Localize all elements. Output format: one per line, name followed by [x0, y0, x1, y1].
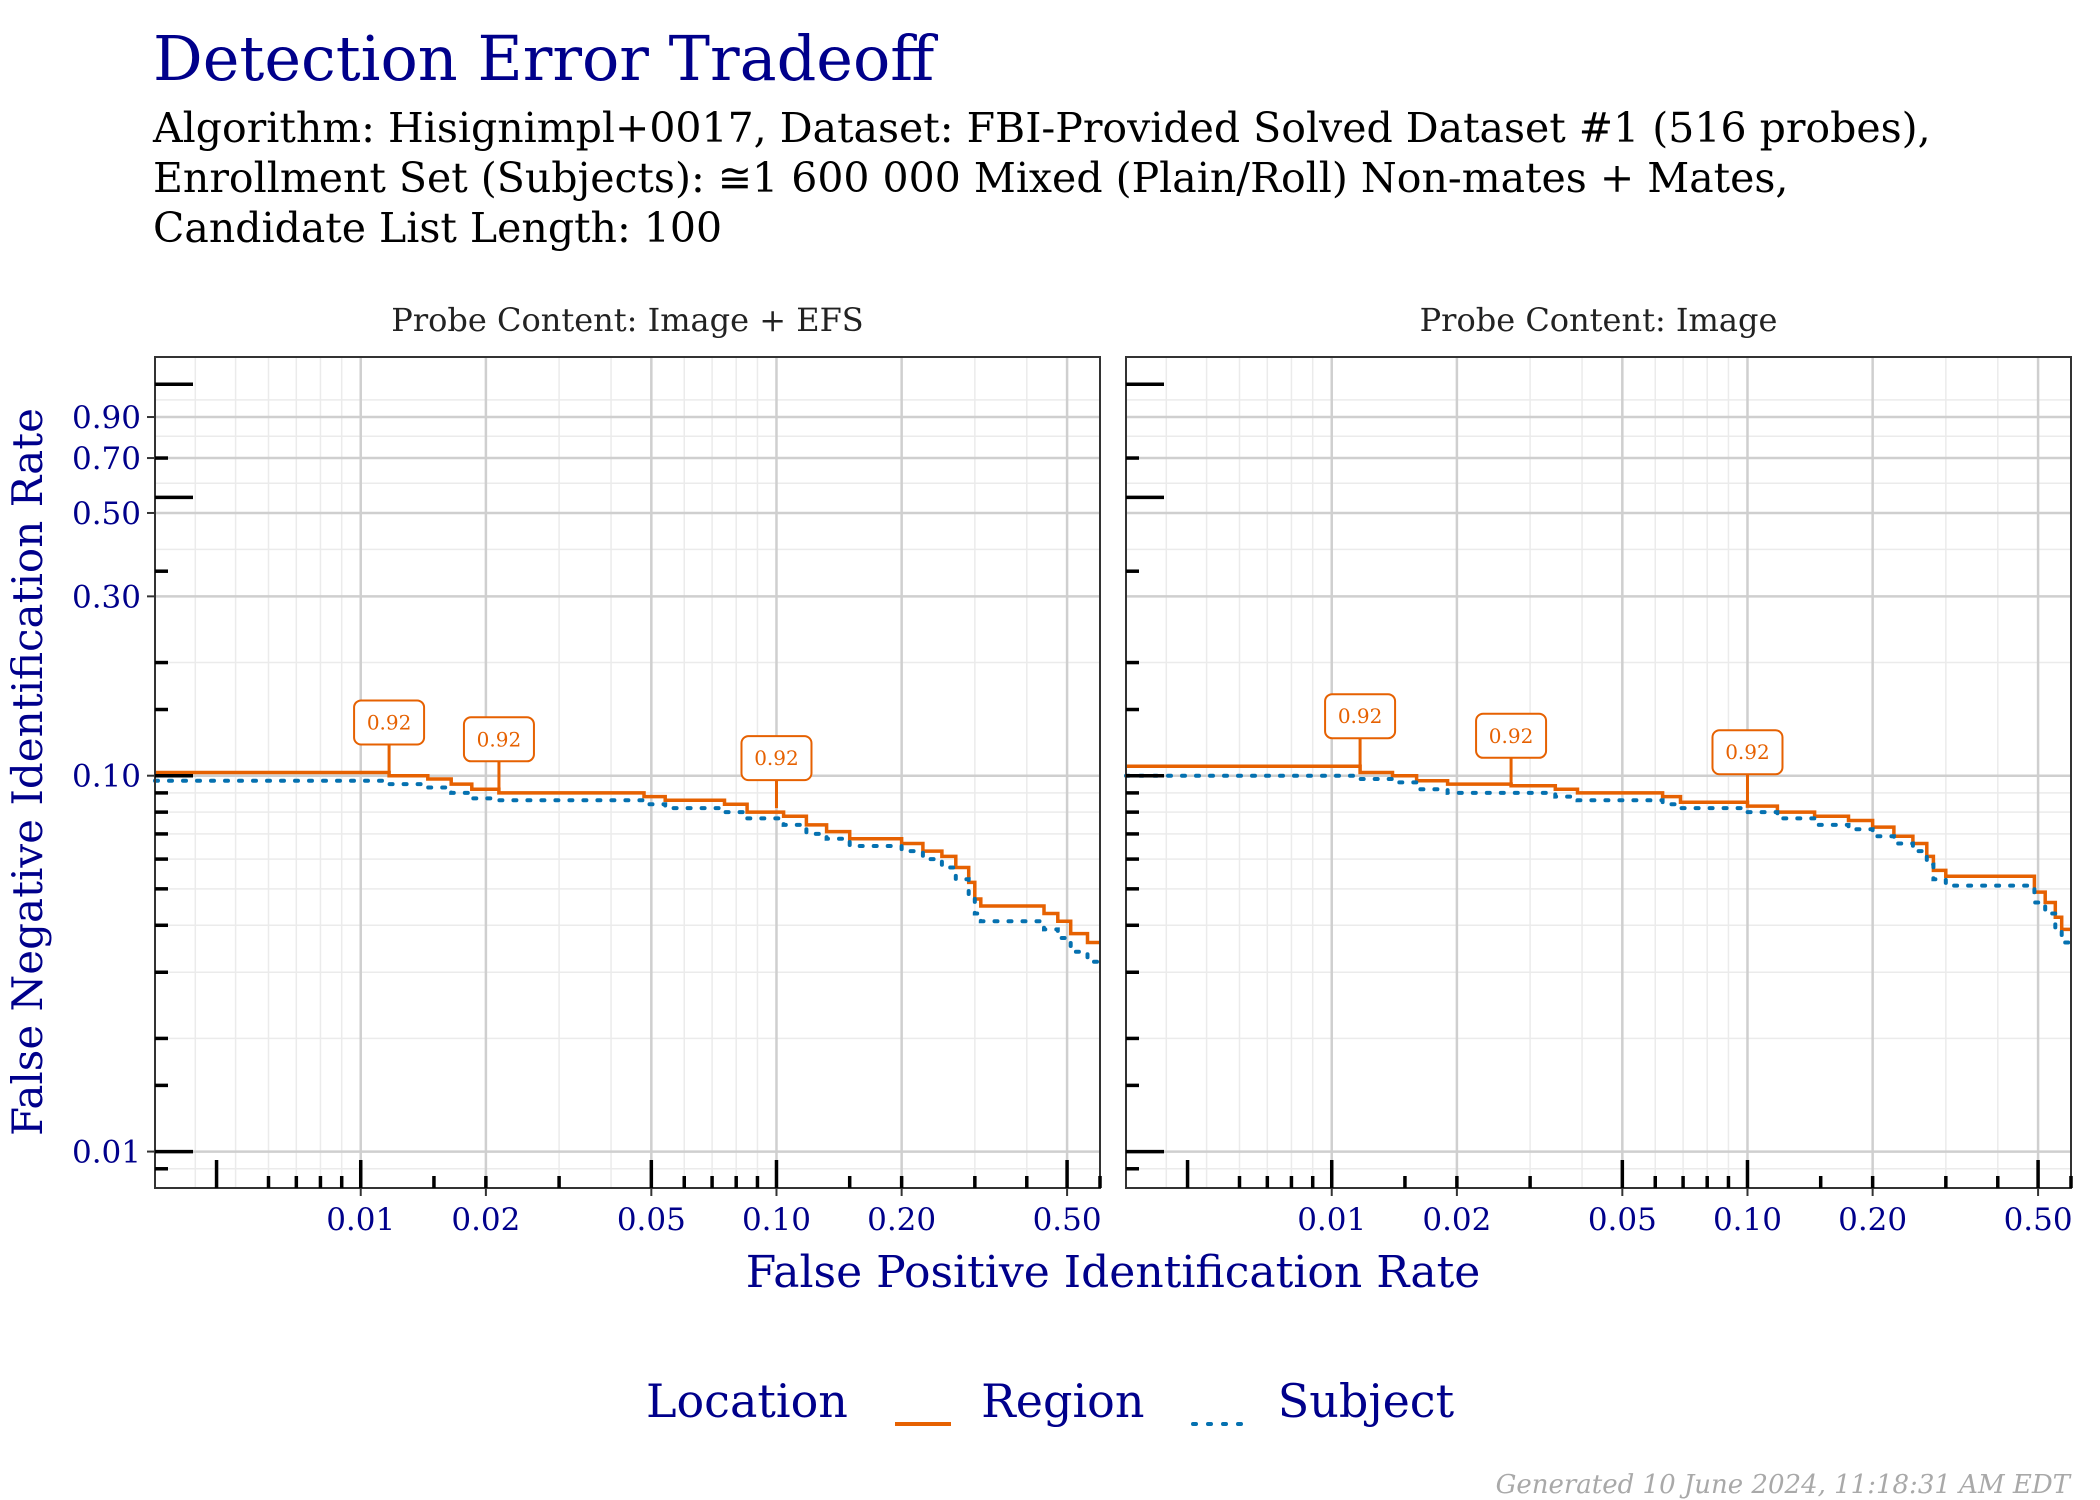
annotation-label: 0.92 [1725, 740, 1770, 764]
annotation-label: 0.92 [1489, 724, 1534, 748]
panel-title: Probe Content: Image + EFS [391, 301, 863, 339]
x-tick-label: 0.20 [1838, 1202, 1907, 1238]
annotation-box [1711, 729, 1784, 776]
x-tick-label: 0.02 [451, 1202, 520, 1238]
annotation-label: 0.92 [477, 727, 522, 751]
annotation-label: 0.92 [754, 746, 799, 770]
y-tick-label: 0.70 [72, 441, 141, 477]
subtitle-line-1: Algorithm: Hisignimpl+0017, Dataset: FBI… [153, 104, 1931, 152]
x-tick-label: 0.50 [1033, 1202, 1102, 1238]
panel-1: Probe Content: Image + EFS 0.92 0.92 0.92 0.… [72, 301, 1102, 1238]
subtitle-line-3: Candidate List Length: 100 [153, 204, 723, 252]
y-tick-label: 0.10 [72, 759, 141, 795]
annotation-box [1475, 712, 1548, 759]
det-chart: Probe Content: Image + EFS 0.92 0.92 0.92 0.… [3, 301, 2073, 1298]
legend-key-region [893, 1391, 953, 1426]
x-tick-label: 0.01 [326, 1202, 395, 1238]
x-tick-label: 0.50 [2004, 1202, 2073, 1238]
x-tick-label: 0.01 [1297, 1202, 1366, 1238]
panel-border [154, 356, 1101, 1189]
y-tick-label: 0.30 [72, 579, 141, 615]
legend-label-region: Region [981, 1374, 1145, 1428]
x-tick-label: 0.10 [742, 1202, 811, 1238]
annotation-box [1324, 693, 1397, 740]
y-tick-label: 0.01 [72, 1135, 141, 1171]
generated-timestamp: Generated 10 June 2024, 11:18:31 AM EDT [1495, 1470, 2070, 1500]
series-region [155, 770, 1100, 945]
y-tick-label: 0.90 [72, 400, 141, 436]
subtitle-line-2: Enrollment Set (Subjects): ≅1 600 000 Mi… [153, 154, 1789, 202]
legend-title: Location [645, 1374, 848, 1428]
series-subject [1124, 773, 2073, 945]
annotation-label: 0.92 [1338, 704, 1383, 728]
annotation-label: 0.92 [367, 710, 412, 734]
annotation-box [353, 699, 426, 746]
x-tick-label: 0.05 [1588, 1202, 1657, 1238]
x-axis-label: False Positive Identification Rate [746, 1247, 1481, 1298]
legend-key-subject [1189, 1391, 1250, 1426]
panel-title: Probe Content: Image [1420, 301, 1778, 339]
series-subject [153, 778, 1102, 964]
x-tick-label: 0.05 [617, 1202, 686, 1238]
series-region [1126, 764, 2071, 932]
annotation-box [462, 716, 535, 763]
panel-2: Probe Content: Image 0.92 0.92 0.92 0.01 0.02… [1124, 301, 2073, 1238]
annotation-box [740, 735, 813, 782]
y-tick-label: 0.50 [72, 496, 141, 532]
legend: Location Region Subject [0, 1370, 2100, 1428]
x-tick-label: 0.10 [1713, 1202, 1782, 1238]
chart-title: Detection Error Tradeoff [153, 22, 935, 95]
panel-border [1125, 356, 2072, 1189]
x-tick-label: 0.20 [867, 1202, 936, 1238]
x-tick-label: 0.02 [1422, 1202, 1491, 1238]
legend-label-subject: Subject [1277, 1374, 1455, 1428]
y-axis-label: False Negative Identification Rate [3, 408, 52, 1136]
